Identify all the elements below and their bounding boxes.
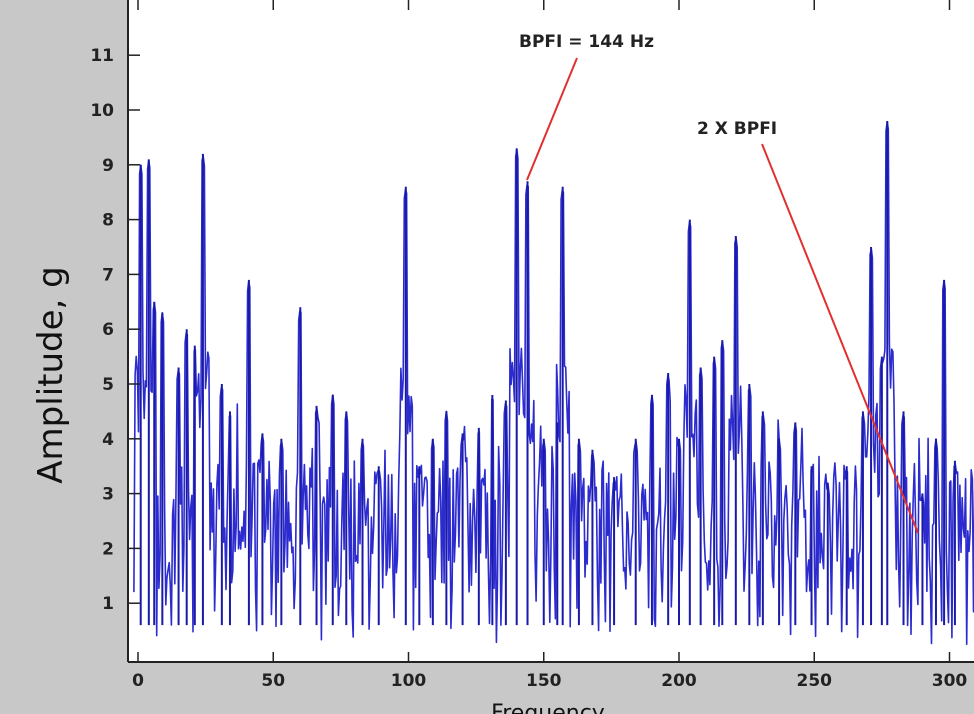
annotation-line-2x-bpfi	[761, 143, 919, 534]
x-tick-label: 0	[132, 671, 144, 691]
y-tick-label: 2	[102, 539, 114, 559]
y-tick-label: 7	[102, 265, 114, 285]
y-tick-label: 9	[102, 156, 114, 176]
y-tick-label: 6	[102, 320, 114, 340]
x-axis-label: Frequency	[491, 701, 605, 714]
annotation-bpfi: BPFI = 144 Hz	[519, 32, 654, 52]
y-axis-label: Amplitude, g	[31, 266, 71, 483]
annotation-2x-bpfi: 2 X BPFI	[697, 119, 777, 139]
y-ticks: 1 2 3 4 5 6 7 8 9 10 11	[90, 46, 140, 614]
signal-layer	[133, 120, 974, 645]
x-tick-label: 200	[661, 671, 697, 691]
y-tick-label: 4	[102, 430, 114, 450]
y-tick-label: 8	[102, 211, 114, 231]
x-tick-label: 100	[391, 671, 427, 691]
spectrum-line	[133, 121, 974, 645]
y-tick-label: 1	[102, 594, 114, 614]
x-tick-label: 250	[797, 671, 833, 691]
y-tick-label: 10	[90, 101, 114, 121]
y-tick-label: 11	[90, 46, 114, 66]
annotation-line-bpfi	[526, 57, 578, 181]
x-tick-label: 50	[261, 671, 285, 691]
x-ticks: 0 50 100 150 200 250 300	[132, 0, 967, 691]
y-tick-label: 5	[102, 375, 114, 395]
x-tick-label: 150	[526, 671, 562, 691]
x-tick-label: 300	[932, 671, 968, 691]
y-tick-label: 3	[102, 485, 114, 505]
